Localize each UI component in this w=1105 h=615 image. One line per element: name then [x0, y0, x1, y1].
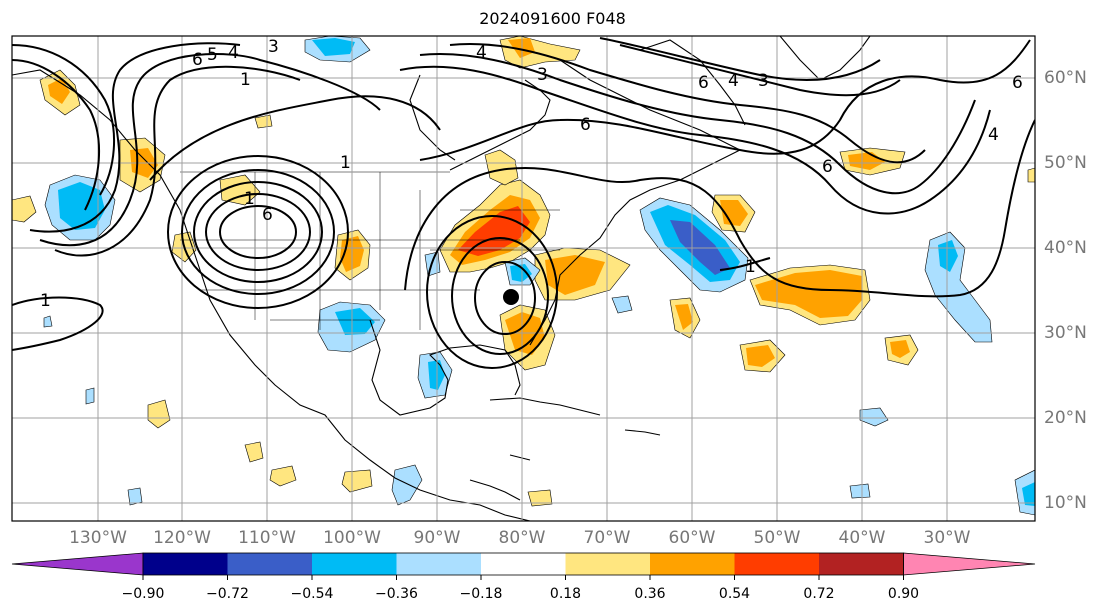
low-contour-carolina	[474, 261, 536, 335]
contour-label: 1	[244, 189, 255, 209]
coastlines	[12, 36, 871, 521]
colorbar-tick-label: −0.36	[375, 586, 418, 602]
lon-label: 60°W	[668, 528, 716, 548]
contour-lines	[12, 37, 1035, 369]
lon-label: 120°W	[153, 528, 211, 548]
contour-label: 6	[262, 205, 273, 225]
colorbar-bin	[565, 553, 650, 575]
low-contour-west	[219, 205, 297, 259]
contour-labels: 6 5 4 3 1 1 6 1 4 3 6 4 3 6 6 4 1 6 1	[40, 37, 1023, 311]
storm-center-marker	[503, 289, 519, 305]
contour-label: 1	[240, 70, 251, 90]
map-title: 2024091600 F048	[479, 9, 626, 28]
contour-label: 6	[822, 157, 833, 177]
colorbar-bin	[143, 553, 228, 575]
lon-label: 110°W	[238, 528, 296, 548]
colorbar-tick-label: 0.36	[634, 586, 666, 602]
contour-label: 4	[728, 71, 739, 91]
colorbar-bin	[734, 553, 819, 575]
contour-label: 3	[268, 37, 279, 57]
colorbar-tick-label: 0.72	[803, 586, 835, 602]
colorbar-tick-label: 0.18	[549, 586, 582, 602]
contour-label: 6	[192, 50, 203, 70]
colorbar	[11, 552, 1036, 580]
colorbar-tick-label: 0.54	[718, 586, 751, 602]
colorbar-tick-label: −0.72	[206, 586, 249, 602]
anomaly-shading	[12, 36, 1035, 516]
colorbar-bin	[396, 553, 481, 575]
lat-label: 20°N	[1044, 408, 1087, 428]
lon-label: 90°W	[413, 528, 461, 548]
lon-label: 100°W	[323, 528, 381, 548]
contour-label: 6	[1012, 73, 1023, 93]
contour-label: 4	[988, 125, 999, 145]
lon-label: 130°W	[69, 528, 127, 548]
lat-label: 40°N	[1044, 238, 1087, 258]
lon-label: 70°W	[583, 528, 631, 548]
contour-label: 1	[340, 153, 351, 173]
contour-label: 3	[758, 71, 769, 91]
lat-label: 10°N	[1044, 493, 1087, 513]
colorbar-frame	[142, 552, 904, 576]
colorbar-bin	[481, 553, 566, 575]
lon-label: 40°W	[838, 528, 886, 548]
map-frame	[11, 35, 1036, 522]
contour-label: 6	[698, 73, 709, 93]
colorbar-extend-high	[903, 552, 1036, 576]
colorbar-bin	[227, 553, 312, 575]
colorbar-extend-low	[11, 552, 144, 576]
lat-label: 60°N	[1044, 68, 1087, 88]
lat-label: 50°N	[1044, 153, 1087, 173]
contour-label: 3	[537, 65, 548, 85]
lon-label: 30°W	[923, 528, 971, 548]
lat-label: 30°N	[1044, 323, 1087, 343]
colorbar-tick-label: 0.90	[887, 586, 920, 602]
lon-label: 50°W	[753, 528, 801, 548]
contour-label: 5	[207, 45, 218, 65]
colorbar-tick-label: −0.90	[121, 586, 165, 602]
lon-label: 80°W	[498, 528, 546, 548]
contour-label: 4	[228, 43, 239, 63]
contour-label: 4	[476, 43, 487, 63]
colorbar-bin	[819, 553, 904, 575]
contour-label: 6	[580, 115, 591, 135]
colorbar-tick-label: −0.18	[459, 586, 503, 602]
colorbar-bin	[650, 553, 735, 575]
state-borders	[180, 171, 560, 330]
contour-label: 1	[40, 291, 51, 311]
lat-lon-grid	[12, 36, 1035, 521]
colorbar-bin	[312, 553, 397, 575]
colorbar-tick-label: −0.54	[290, 586, 334, 602]
contour-label: 1	[745, 257, 756, 277]
